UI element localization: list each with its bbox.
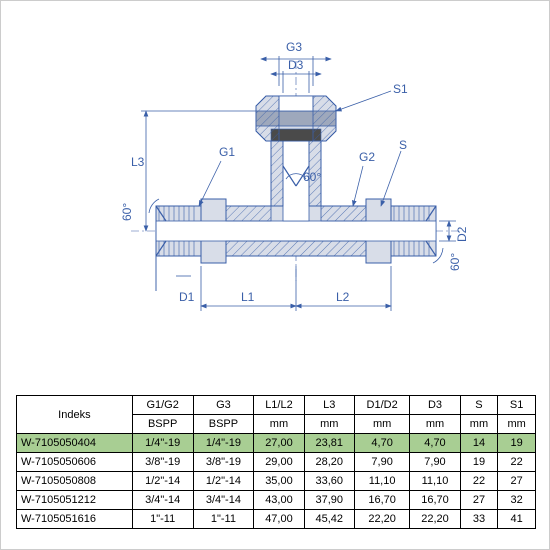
col-unit: mm [254, 415, 304, 434]
table-cell: 22,20 [410, 510, 460, 529]
col-unit: BSPP [132, 415, 193, 434]
table-cell: W-7105050606 [17, 453, 133, 472]
table-cell: 22,20 [354, 510, 409, 529]
col-header: L1/L2 [254, 396, 304, 415]
col-header: D3 [410, 396, 460, 415]
table-row: W-71050504041/4"-191/4"-1927,0023,814,70… [17, 434, 536, 453]
table-cell: 11,10 [354, 472, 409, 491]
table-cell: 3/4"-14 [132, 491, 193, 510]
label-d2: D2 [455, 226, 469, 242]
table-cell: 4,70 [410, 434, 460, 453]
col-header: G1/G2 [132, 396, 193, 415]
table-cell: 23,81 [304, 434, 354, 453]
col-header: Indeks [17, 396, 133, 434]
col-unit: mm [460, 415, 498, 434]
table-cell: 3/4"-14 [193, 491, 254, 510]
table-cell: 37,90 [304, 491, 354, 510]
label-g3: G3 [286, 40, 302, 54]
table-cell: W-7105051616 [17, 510, 133, 529]
table-cell: W-7105050808 [17, 472, 133, 491]
table-cell: 41 [498, 510, 536, 529]
col-unit: mm [410, 415, 460, 434]
table-cell: 16,70 [354, 491, 409, 510]
table-cell: 33,60 [304, 472, 354, 491]
label-d1: D1 [179, 290, 195, 304]
table-cell: 47,00 [254, 510, 304, 529]
col-unit: mm [354, 415, 409, 434]
col-unit: mm [498, 415, 536, 434]
table-cell: 35,00 [254, 472, 304, 491]
table-row: W-71050512123/4"-143/4"-1443,0037,9016,7… [17, 491, 536, 510]
table-cell: 1/4"-19 [193, 434, 254, 453]
label-angle-left: 60° [120, 203, 134, 221]
table-cell: 33 [460, 510, 498, 529]
table-cell: 1"-11 [132, 510, 193, 529]
col-unit: mm [304, 415, 354, 434]
label-s: S [399, 138, 407, 152]
table-cell: 1/2"-14 [193, 472, 254, 491]
table-cell: 22 [460, 472, 498, 491]
table-cell: 7,90 [410, 453, 460, 472]
label-l1: L1 [241, 290, 255, 304]
table-cell: 43,00 [254, 491, 304, 510]
table-cell: 27 [498, 472, 536, 491]
col-header: S1 [498, 396, 536, 415]
spec-table: IndeksG1/G2G3L1/L2L3D1/D2D3SS1 BSPPBSPPm… [16, 395, 536, 529]
table-body: W-71050504041/4"-191/4"-1927,0023,814,70… [17, 434, 536, 529]
table-cell: 3/8"-19 [193, 453, 254, 472]
col-header: G3 [193, 396, 254, 415]
table-cell: W-7105051212 [17, 491, 133, 510]
table-cell: 3/8"-19 [132, 453, 193, 472]
label-s1: S1 [393, 82, 408, 96]
page-container: G3 D3 S1 S G1 G2 L3 60° [0, 0, 550, 550]
col-header: D1/D2 [354, 396, 409, 415]
table-cell: 1"-11 [193, 510, 254, 529]
table-cell: 19 [498, 434, 536, 453]
col-header: S [460, 396, 498, 415]
label-l2: L2 [336, 290, 350, 304]
table-cell: 4,70 [354, 434, 409, 453]
table-cell: 27 [460, 491, 498, 510]
label-l3: L3 [131, 155, 145, 169]
table-cell: 16,70 [410, 491, 460, 510]
table-cell: 29,00 [254, 453, 304, 472]
col-header: L3 [304, 396, 354, 415]
label-g1: G1 [219, 145, 235, 159]
label-g2: G2 [359, 150, 375, 164]
table-cell: 1/4"-19 [132, 434, 193, 453]
table-cell: 19 [460, 453, 498, 472]
table-cell: 11,10 [410, 472, 460, 491]
table-cell: 1/2"-14 [132, 472, 193, 491]
table-row: W-71050508081/2"-141/2"-1435,0033,6011,1… [17, 472, 536, 491]
table-cell: 14 [460, 434, 498, 453]
table-header: IndeksG1/G2G3L1/L2L3D1/D2D3SS1 BSPPBSPPm… [17, 396, 536, 434]
label-angle-right: 60° [448, 253, 462, 271]
technical-diagram: G3 D3 S1 S G1 G2 L3 60° [61, 11, 491, 341]
label-d3: D3 [288, 58, 304, 72]
table-cell: 32 [498, 491, 536, 510]
table-cell: 45,42 [304, 510, 354, 529]
table-cell: 28,20 [304, 453, 354, 472]
table-cell: 27,00 [254, 434, 304, 453]
table-row: W-71050516161"-111"-1147,0045,4222,2022,… [17, 510, 536, 529]
label-angle-center: 60° [303, 170, 321, 184]
table-row: W-71050506063/8"-193/8"-1929,0028,207,90… [17, 453, 536, 472]
col-unit: BSPP [193, 415, 254, 434]
table-cell: W-7105050404 [17, 434, 133, 453]
spec-table-container: IndeksG1/G2G3L1/L2L3D1/D2D3SS1 BSPPBSPPm… [16, 395, 536, 529]
table-cell: 7,90 [354, 453, 409, 472]
table-cell: 22 [498, 453, 536, 472]
